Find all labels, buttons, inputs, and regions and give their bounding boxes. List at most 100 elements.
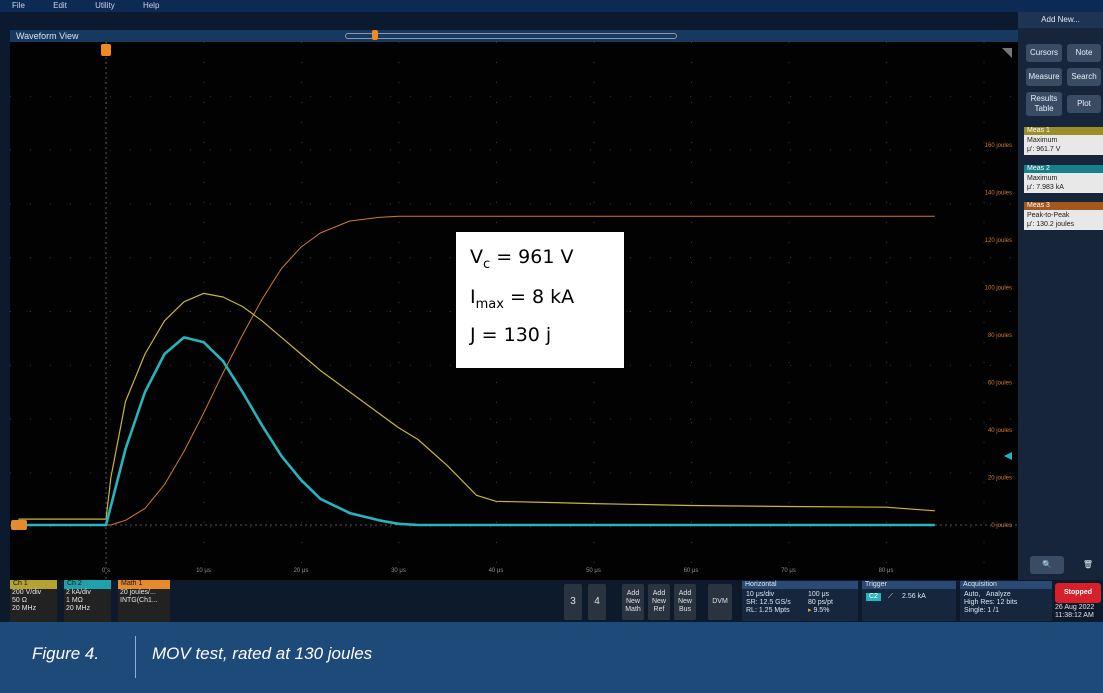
grid-dot [496,422,497,423]
grid-dot [886,182,887,183]
ch4-button[interactable]: 4 [588,584,606,620]
grid-dot [710,418,711,420]
note-button[interactable]: Note [1067,44,1101,62]
search-button[interactable]: Search [1067,68,1101,86]
grid-dot [770,95,771,97]
grid-dot [691,142,692,143]
acquisition-panel[interactable]: Acquisition Auto, Analyze High Res: 12 b… [960,581,1052,621]
grid-dot [210,311,211,312]
grid-dot [410,364,411,366]
grid-dot [301,362,302,363]
grid-dot [301,462,302,463]
cursors-button[interactable]: Cursors [1026,44,1062,62]
grid-dot [650,203,651,205]
grid-dot [570,472,571,474]
grid-dot [930,526,931,528]
horizontal-position-slider[interactable] [345,33,677,39]
trigger-position-marker [101,44,111,56]
grid-dot [691,42,692,43]
grid-dot [50,364,51,366]
ch3-button[interactable]: 3 [564,584,582,620]
grid-dot [190,311,191,312]
grid-dot [290,203,291,205]
grid-dot [590,418,591,420]
grid-dot [930,364,931,366]
joule-tick-label: 140 joules [985,191,1012,197]
grid-dot [250,203,251,205]
grid-dot [450,311,451,312]
grid-dot [930,257,931,259]
grid-dot [593,102,595,103]
grid-dot [790,311,791,312]
grid-dot [130,257,131,259]
measure-button[interactable]: Measure [1026,68,1062,86]
meas-3-name: Peak-to-Peak [1027,212,1070,219]
menu-utility[interactable]: Utility [95,1,115,10]
grid-dot [983,562,985,563]
grid-dot [830,149,831,151]
grid-dot [190,95,191,97]
add-new-bus-button[interactable]: Add New Bus [674,584,696,620]
menu-edit[interactable]: Edit [53,1,67,10]
add-new-math-button[interactable]: Add New Math [622,584,644,620]
grid-dot [496,122,497,123]
measurement-1[interactable]: Meas 1 Maximum μ': 961.7 V [1024,127,1103,155]
trigger-panel[interactable]: Trigger C2 ⟋ 2.56 kA [862,581,956,621]
math-1-badge[interactable]: Math 1 20 joules/... INTG(Ch1... [118,580,170,622]
math1-label: Math 1 [118,580,170,589]
grid-dot [691,62,692,63]
grid-dot [810,257,811,259]
grid-dot [496,502,497,503]
menu-file[interactable]: File [12,1,25,10]
grid-dot [593,162,595,163]
grid-dot [496,182,497,183]
plot-button[interactable]: Plot [1067,95,1101,113]
grid-dot [788,82,790,83]
dvm-button[interactable]: DVM [708,584,732,620]
grid-dot [30,364,31,366]
grid-dot [970,418,971,420]
meas-2-name: Maximum [1027,175,1058,182]
horizontal-panel[interactable]: Horizontal 10 μs/div SR: 12.5 GS/s RL: 1… [742,581,858,621]
channel-2-badge[interactable]: Ch 2 2 kA/div 1 MΩ 20 MHz [64,580,111,622]
grid-dot [990,418,991,420]
run-stop-status[interactable]: Stopped [1055,583,1101,603]
grid-dot [930,311,931,312]
grid-dot [970,472,971,474]
grid-dot [270,149,271,151]
grid-dot [691,282,692,283]
grid-dot [350,149,351,151]
grid-dot [670,472,671,474]
grid-dot [270,203,271,205]
menu-help[interactable]: Help [142,1,160,10]
grid-dot [430,149,431,151]
grid-dot [470,95,471,97]
grid-dot [886,422,887,423]
horizontal-position-handle[interactable] [372,30,378,40]
grid-dot [910,203,911,205]
grid-dot [691,442,692,443]
grid-dot [610,472,611,474]
measurement-3[interactable]: Meas 3 Peak-to-Peak μ': 130.2 joules [1024,202,1103,230]
grid-dot [350,418,351,420]
annotation-box: Vc = 961 V Imax = 8 kA J = 130 j [456,232,624,368]
grid-dot [290,149,291,151]
grid-dot [886,242,887,243]
trash-icon[interactable]: 🗑 [1082,560,1094,569]
channel-1-badge[interactable]: Ch 1 200 V/div 50 Ω 20 MHz [10,580,57,622]
grid-dot [50,203,51,205]
measurement-2[interactable]: Meas 2 Maximum μ': 7.983 kA [1024,165,1103,193]
grid-dot [850,257,851,259]
grid-dot [570,203,571,205]
add-new-ref-button[interactable]: Add New Ref [648,584,670,620]
grid-dot [593,442,595,443]
grid-dot [730,364,731,366]
grid-dot [770,203,771,205]
grid-dot [390,526,391,528]
results-table-button[interactable]: Results Table [1026,92,1062,116]
grid-dot [691,422,692,423]
grid-dot [90,311,91,312]
zoom-icon[interactable]: 🔍 [1030,556,1064,574]
grid-dot [590,472,591,474]
grid-dot [990,364,991,366]
